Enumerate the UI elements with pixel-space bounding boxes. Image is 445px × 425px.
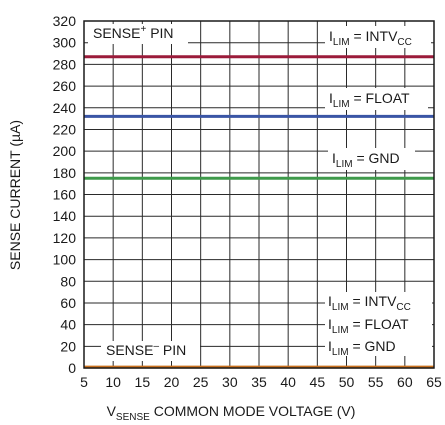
y-tick-label: 60 [60, 295, 76, 311]
y-tick-label: 220 [53, 121, 77, 137]
x-tick-label: 60 [397, 374, 413, 390]
annotation-backgrounds [88, 24, 432, 361]
y-tick-label: 200 [53, 143, 77, 159]
annotation-bg-5 [325, 292, 432, 356]
x-tick-label: 40 [280, 374, 296, 390]
x-tick-label: 10 [105, 374, 121, 390]
annotation-bg-3 [325, 88, 428, 110]
x-tick-label: 25 [193, 374, 209, 390]
y-tick-label: 20 [60, 338, 76, 354]
annotation-sense-plus-pin: SENSE+ PIN [93, 24, 174, 41]
y-tick-label: 300 [53, 35, 77, 51]
x-tick-label: 30 [222, 374, 238, 390]
x-tick-label: 15 [135, 374, 151, 390]
y-tick-label: 120 [53, 230, 77, 246]
x-tick-label: 65 [426, 374, 442, 390]
x-tick-label: 35 [251, 374, 267, 390]
annotation-bg-6 [101, 341, 200, 361]
y-tick-label: 140 [53, 208, 77, 224]
annotation-low-ilim-gnd: ILIM = GND [328, 338, 396, 358]
x-tick-label: 20 [164, 374, 180, 390]
y-tick-label: 280 [53, 56, 77, 72]
annotation-ilim-float: ILIM = FLOAT [329, 90, 410, 110]
annotation-ilim-gnd: ILIM = GND [332, 150, 400, 170]
annotation-sense-minus-pin: SENSE– PIN [106, 341, 186, 358]
y-tick-label: 320 [53, 13, 77, 29]
series-lines [84, 55, 434, 369]
annotation-bg-1 [88, 24, 188, 44]
x-tick-label: 50 [339, 374, 355, 390]
plot-frame [83, 20, 435, 369]
x-tick-label: 45 [310, 374, 326, 390]
y-tick-label: 160 [53, 187, 77, 203]
y-tick-label: 100 [53, 252, 77, 268]
x-tick-label: 5 [80, 374, 88, 390]
y-tick-labels: 0 20 40 60 80 100 120 140 160 180 200 220 240 260 280 3… [53, 13, 77, 376]
annotation-bg-2 [325, 26, 431, 48]
annotation-low-ilim-intvcc: ILIM = INTVCC [328, 293, 411, 313]
x-tick-labels: 5 10 15 20 25 30 35 40 45 50 55 60 65 [80, 374, 442, 390]
y-tick-label: 40 [60, 317, 76, 333]
y-tick-label: 0 [68, 360, 76, 376]
annotation-low-ilim-float: ILIM = FLOAT [328, 316, 409, 336]
x-tick-label: 55 [368, 374, 384, 390]
y-axis-title: SENSE CURRENT (µA) [7, 120, 23, 270]
y-tick-label: 180 [53, 165, 77, 181]
annotation-ilim-intvcc: ILIM = INTVCC [329, 28, 412, 48]
y-tick-label: 80 [60, 273, 76, 289]
y-tick-label: 260 [53, 78, 77, 94]
y-tick-label: 240 [53, 100, 77, 116]
annotation-bg-4 [328, 148, 415, 170]
x-axis-title: VSENSE COMMON MODE VOLTAGE (V) [107, 403, 356, 423]
